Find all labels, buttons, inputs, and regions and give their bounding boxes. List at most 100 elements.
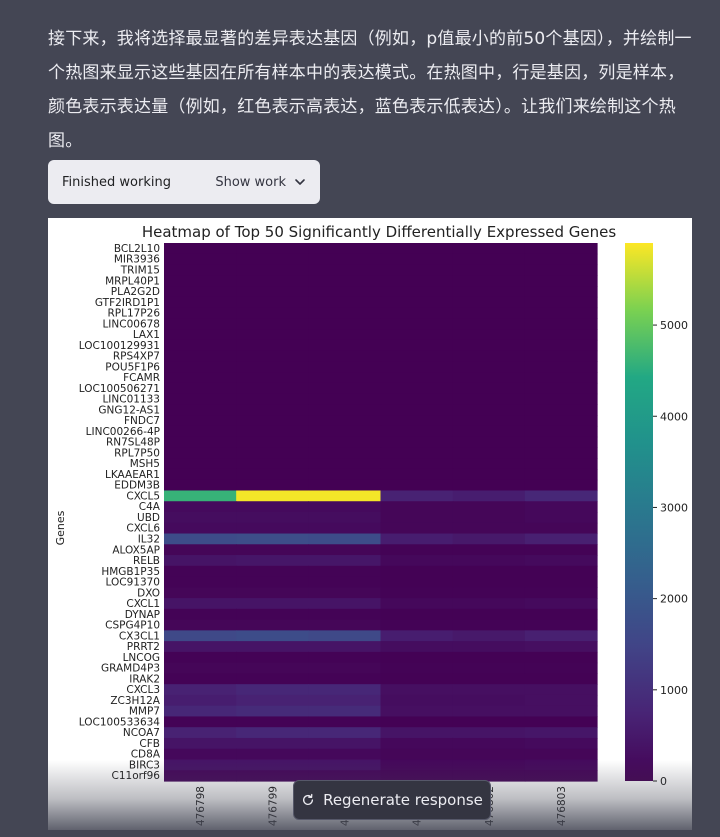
heatmap-cell xyxy=(380,296,454,309)
heatmap-cell xyxy=(524,275,598,287)
heatmap-cell xyxy=(164,512,237,524)
heatmap-cell xyxy=(164,641,237,653)
heatmap-cell xyxy=(236,264,309,276)
heatmap-cell xyxy=(164,565,237,578)
heatmap-cell xyxy=(524,770,598,782)
heatmap-cell xyxy=(164,662,237,674)
heatmap-cell xyxy=(452,415,526,427)
assistant-message: 接下来，我将选择最显著的差异表达基因（例如，p值最小的前50个基因），并绘制一个… xyxy=(48,29,692,151)
heatmap-cell xyxy=(236,533,309,545)
heatmap-cell xyxy=(380,501,454,513)
heatmap-cell xyxy=(164,673,237,685)
gene-label: CXCL5 xyxy=(126,490,160,502)
heatmap-cell xyxy=(452,716,526,728)
heatmap-cell xyxy=(164,705,237,718)
heatmap-cell xyxy=(308,522,382,535)
heatmap-cell xyxy=(524,555,598,567)
regenerate-response-button[interactable]: Regenerate response xyxy=(293,780,491,820)
heatmap-cell xyxy=(308,727,382,739)
show-work-label: Show work xyxy=(215,174,286,190)
heatmap-cell xyxy=(380,361,454,373)
heatmap-cell xyxy=(236,694,309,707)
heatmap-cell xyxy=(308,533,382,545)
heatmap-cell xyxy=(380,608,454,621)
heatmap-cell xyxy=(236,598,309,610)
gene-labels: BCL2L10MIR3936TRIM15MRPL40P1PLA2G2DGTF2I… xyxy=(79,243,161,782)
heatmap-cell xyxy=(380,727,454,739)
gene-label: DYNAP xyxy=(125,609,160,621)
gene-label: MIR3936 xyxy=(114,254,160,266)
gene-label: LINC01133 xyxy=(102,394,160,406)
gene-label: FCAMR xyxy=(123,372,160,384)
heatmap-cell xyxy=(380,662,454,674)
heatmap-cell xyxy=(308,275,382,287)
heatmap-cell xyxy=(380,512,454,524)
sample-label: 476803 xyxy=(556,786,568,826)
heatmap-cell xyxy=(380,350,454,362)
heatmap-cell xyxy=(452,372,526,384)
heatmap-cell xyxy=(524,382,598,395)
heatmap-cell xyxy=(308,759,382,771)
heatmap-cell xyxy=(308,468,382,481)
heatmap-cell xyxy=(164,630,237,642)
colorbar-tick-label: 5000 xyxy=(660,319,688,332)
heatmap-cell xyxy=(164,404,237,416)
gene-label: NCOA7 xyxy=(123,727,160,739)
heatmap-cell xyxy=(308,501,382,513)
heatmap-cell xyxy=(164,447,237,459)
gene-label: IL32 xyxy=(138,534,160,546)
gene-label: RPL7P50 xyxy=(114,447,160,459)
heatmap-cell xyxy=(164,275,237,287)
heatmap-cell xyxy=(524,673,598,685)
gene-label: GRAMD4P3 xyxy=(101,663,160,675)
heatmap-cell xyxy=(380,329,454,341)
heatmap-cell xyxy=(308,737,382,750)
heatmap-cell xyxy=(524,727,598,739)
heatmap-cell xyxy=(452,382,526,395)
gene-label: LNCOG xyxy=(123,652,160,664)
heatmap-cell xyxy=(380,630,454,642)
heatmap-cell xyxy=(236,329,309,341)
heatmap-cell xyxy=(524,264,598,276)
heatmap-cell xyxy=(524,651,598,664)
heatmap-cell xyxy=(452,490,526,502)
work-status-panel: Finished working Show work xyxy=(48,160,320,204)
heatmap-cell xyxy=(380,318,454,330)
heatmap-cell xyxy=(452,651,526,664)
heatmap-cell xyxy=(380,705,454,718)
heatmap-cell xyxy=(164,425,237,438)
heatmap-cell xyxy=(164,694,237,707)
heatmap-cell xyxy=(164,716,237,728)
heatmap-cell xyxy=(308,436,382,449)
heatmap-cell xyxy=(380,651,454,664)
heatmap-cell xyxy=(524,286,598,298)
heatmap-cell xyxy=(308,425,382,438)
gene-label: FNDC7 xyxy=(124,415,160,427)
heatmap-cell xyxy=(236,737,309,750)
heatmap-cell xyxy=(380,382,454,395)
heatmap-cell xyxy=(236,619,309,631)
gene-label: DXO xyxy=(137,587,160,599)
gene-label: CX3CL1 xyxy=(119,630,160,642)
heatmap-chart: Heatmap of Top 50 Significantly Differen… xyxy=(54,223,688,826)
heatmap-cell xyxy=(164,458,237,470)
show-work-button[interactable]: Show work xyxy=(215,175,306,190)
heatmap-cell xyxy=(236,705,309,718)
heatmap-cell xyxy=(308,393,382,405)
gene-label: RELB xyxy=(133,555,160,567)
heatmap-cell xyxy=(380,565,454,578)
heatmap-cell xyxy=(452,576,526,588)
heatmap-cells xyxy=(164,243,598,782)
work-status-text: Finished working xyxy=(62,174,171,190)
heatmap-cell xyxy=(236,339,309,352)
y-axis-label: Genes xyxy=(54,510,67,545)
heatmap-cell xyxy=(524,415,598,427)
heatmap-cell xyxy=(308,630,382,642)
heatmap-cell xyxy=(308,296,382,309)
heatmap-cell xyxy=(524,748,598,761)
heatmap-cell xyxy=(452,393,526,405)
heatmap-cell xyxy=(452,275,526,287)
heatmap-cell xyxy=(308,307,382,319)
heatmap-cell xyxy=(236,544,309,556)
heatmap-cell xyxy=(164,727,237,739)
